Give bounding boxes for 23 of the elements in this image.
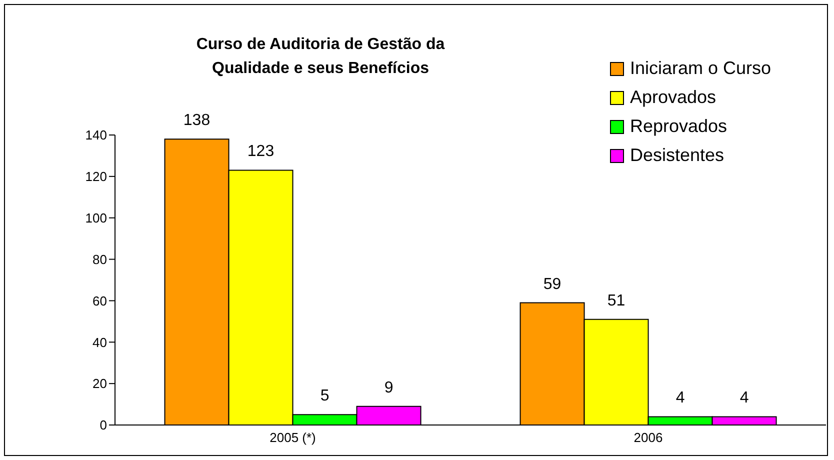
- y-tick-label: 140: [85, 128, 107, 143]
- y-tick-label: 80: [92, 252, 107, 267]
- legend-label: Aprovados: [630, 87, 716, 108]
- x-tick-label: 2005 (*): [270, 430, 316, 446]
- y-tick-label: 0: [100, 418, 107, 433]
- data-label: 4: [676, 390, 685, 407]
- chart-title: Curso de Auditoria de Gestão da Qualidade e seus Benefícios: [195, 35, 446, 79]
- data-label: 123: [247, 143, 274, 160]
- data-label: 9: [384, 379, 394, 396]
- y-tick-label: 40: [92, 334, 107, 350]
- x-tick-label: 2006: [634, 430, 663, 446]
- data-label: 5: [320, 388, 330, 405]
- data-label: 4: [740, 390, 749, 407]
- data-label: 59: [543, 276, 562, 293]
- legend-label: Iniciaram o Curso: [630, 58, 772, 79]
- legend-label: Desistentes: [630, 145, 724, 166]
- legend-label: Reprovados: [630, 116, 728, 137]
- y-tick-label: 100: [85, 210, 107, 226]
- y-tick-label: 120: [85, 169, 107, 184]
- y-tick-label: 20: [92, 376, 107, 392]
- data-label: 51: [607, 292, 626, 310]
- y-tick-label: 60: [92, 293, 107, 308]
- data-label: 138: [183, 112, 210, 130]
